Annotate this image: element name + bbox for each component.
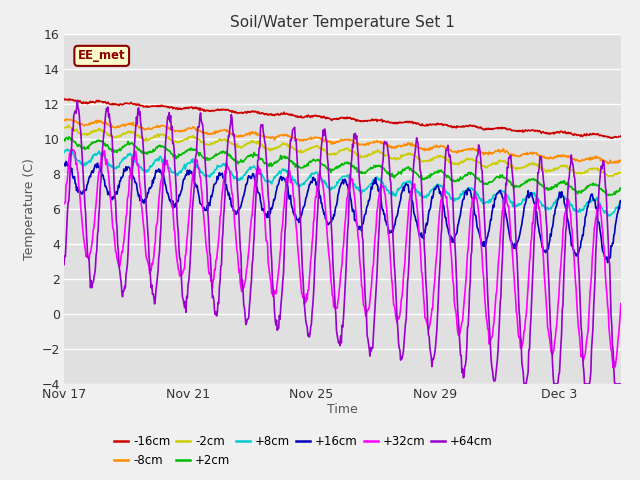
-8cm (62, 116, 70, 122)
-2cm (95, 127, 102, 133)
Text: EE_met: EE_met (78, 49, 125, 62)
+64cm (399, 352, 406, 358)
+2cm (483, 181, 491, 187)
-2cm (415, 156, 423, 162)
+16cm (540, 249, 548, 254)
+2cm (65, 134, 73, 140)
-8cm (399, 143, 406, 149)
+16cm (62, 158, 70, 164)
Legend: -16cm, -8cm, -2cm, +2cm, +8cm, +16cm, +32cm, +64cm: -16cm, -8cm, -2cm, +2cm, +8cm, +16cm, +3… (114, 435, 493, 468)
+8cm (483, 199, 491, 204)
-16cm (94, 99, 102, 105)
-2cm (617, 169, 625, 175)
+32cm (483, 319, 491, 324)
Line: -16cm: -16cm (64, 99, 621, 138)
-8cm (540, 153, 548, 159)
+8cm (399, 181, 406, 187)
Title: Soil/Water Temperature Set 1: Soil/Water Temperature Set 1 (230, 15, 455, 30)
+64cm (415, 156, 423, 162)
+2cm (415, 175, 423, 180)
Line: +64cm: +64cm (64, 100, 621, 384)
+32cm (609, 365, 617, 371)
+16cm (95, 165, 102, 170)
+8cm (63, 146, 71, 152)
+32cm (60, 201, 68, 207)
+2cm (617, 186, 625, 192)
+16cm (483, 235, 491, 240)
+2cm (95, 137, 102, 143)
+32cm (95, 170, 102, 176)
-2cm (483, 165, 491, 170)
-2cm (384, 154, 392, 159)
-2cm (399, 154, 406, 159)
+64cm (617, 381, 625, 387)
+16cm (617, 198, 625, 204)
Line: +32cm: +32cm (64, 149, 621, 368)
+8cm (540, 204, 548, 209)
Line: +8cm: +8cm (64, 149, 621, 216)
+64cm (483, 274, 491, 280)
+32cm (399, 287, 406, 293)
-2cm (604, 174, 612, 180)
+8cm (60, 150, 68, 156)
-2cm (65, 122, 72, 128)
-8cm (617, 157, 625, 163)
-16cm (483, 126, 490, 132)
+16cm (604, 260, 611, 265)
+8cm (384, 187, 392, 193)
-2cm (540, 168, 548, 173)
+2cm (384, 169, 392, 175)
Line: -8cm: -8cm (64, 119, 621, 164)
+64cm (60, 262, 68, 267)
+32cm (68, 146, 76, 152)
Y-axis label: Temperature (C): Temperature (C) (23, 158, 36, 260)
-8cm (604, 161, 611, 167)
-16cm (398, 120, 406, 126)
+32cm (415, 233, 423, 239)
-8cm (60, 117, 68, 123)
-2cm (60, 125, 68, 131)
-16cm (415, 121, 422, 127)
+16cm (384, 226, 392, 231)
+8cm (617, 200, 625, 205)
+64cm (384, 149, 392, 155)
-8cm (415, 145, 423, 151)
-16cm (60, 96, 68, 102)
-16cm (617, 133, 625, 139)
+32cm (617, 301, 625, 307)
+8cm (604, 213, 612, 219)
+64cm (541, 194, 548, 200)
Line: +2cm: +2cm (64, 137, 621, 195)
+2cm (399, 167, 406, 172)
+16cm (399, 187, 406, 192)
+8cm (415, 192, 423, 197)
+2cm (604, 192, 612, 198)
+16cm (415, 233, 423, 239)
-16cm (607, 135, 615, 141)
+64cm (74, 97, 81, 103)
-8cm (95, 119, 102, 125)
Line: +16cm: +16cm (64, 161, 621, 263)
-16cm (383, 119, 391, 124)
-16cm (540, 129, 547, 135)
+2cm (540, 184, 548, 190)
X-axis label: Time: Time (327, 403, 358, 416)
+8cm (95, 148, 102, 154)
-8cm (384, 143, 392, 148)
-8cm (483, 150, 491, 156)
+64cm (95, 212, 102, 218)
+16cm (60, 161, 68, 167)
+2cm (60, 136, 68, 142)
+64cm (520, 381, 528, 387)
+32cm (384, 230, 392, 236)
Line: -2cm: -2cm (64, 125, 621, 177)
+32cm (540, 271, 548, 276)
